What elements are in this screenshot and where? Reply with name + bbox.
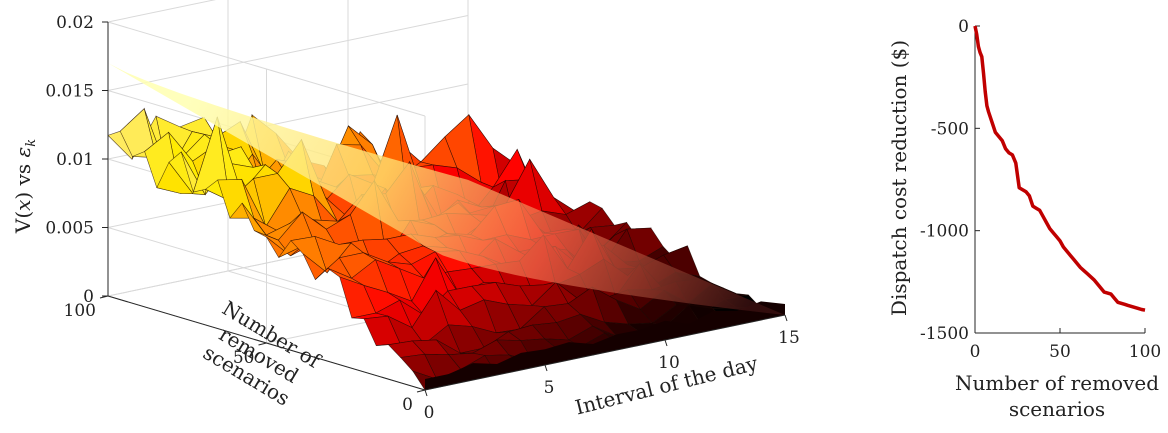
z-tick-label: 0 xyxy=(83,287,94,307)
y-tick-label: 100 xyxy=(64,301,96,321)
y-tick-mark xyxy=(258,342,267,346)
line-x-axis-label-2: scenarios xyxy=(1009,397,1105,421)
line-x-tick-label: 50 xyxy=(1049,342,1071,362)
z-gridline xyxy=(107,0,426,117)
line-x-axis-label-1: Number of removed xyxy=(955,371,1159,395)
x-tick-mark xyxy=(424,389,428,397)
surface-axes xyxy=(99,21,788,397)
x-tick-mark xyxy=(544,364,548,372)
z-axis-label: V(x) vs εk xyxy=(11,139,39,234)
y-tick-label: 50 xyxy=(233,348,255,368)
z-tick-label: 0.005 xyxy=(45,219,94,239)
z-tick-label: 0.01 xyxy=(56,150,94,170)
surface-front-edge xyxy=(425,301,785,390)
z-tick-label: 0.02 xyxy=(56,13,94,33)
x-tick-label: 5 xyxy=(544,378,555,398)
line-x-tick-label: 0 xyxy=(970,342,981,362)
line-y-tick-label: -500 xyxy=(931,119,969,139)
line-y-tick-label: 0 xyxy=(958,17,969,37)
line-chart-axes xyxy=(974,25,1146,334)
x-tick-label: 15 xyxy=(778,328,800,348)
y-tick-mark xyxy=(416,389,426,393)
x-tick-label: 0 xyxy=(424,403,435,423)
x-tick-label: 10 xyxy=(658,353,680,373)
x-tick-mark xyxy=(784,314,788,322)
cost-reduction-line xyxy=(973,25,1146,312)
line-y-tick-label: -1000 xyxy=(920,222,969,242)
y-axis-label: Number of removed scenarios xyxy=(199,296,326,411)
line-x-tick-label: 100 xyxy=(1129,342,1161,362)
y-tick-label: 0 xyxy=(402,395,413,415)
line-y-tick-label: -1500 xyxy=(920,324,969,344)
x-axis-line xyxy=(424,314,786,391)
z-tick-label: 0.015 xyxy=(45,82,94,102)
line-y-axis-label: Dispatch cost reduction ($) xyxy=(887,40,911,316)
x-tick-mark xyxy=(664,339,668,347)
smooth-surface xyxy=(108,63,785,315)
